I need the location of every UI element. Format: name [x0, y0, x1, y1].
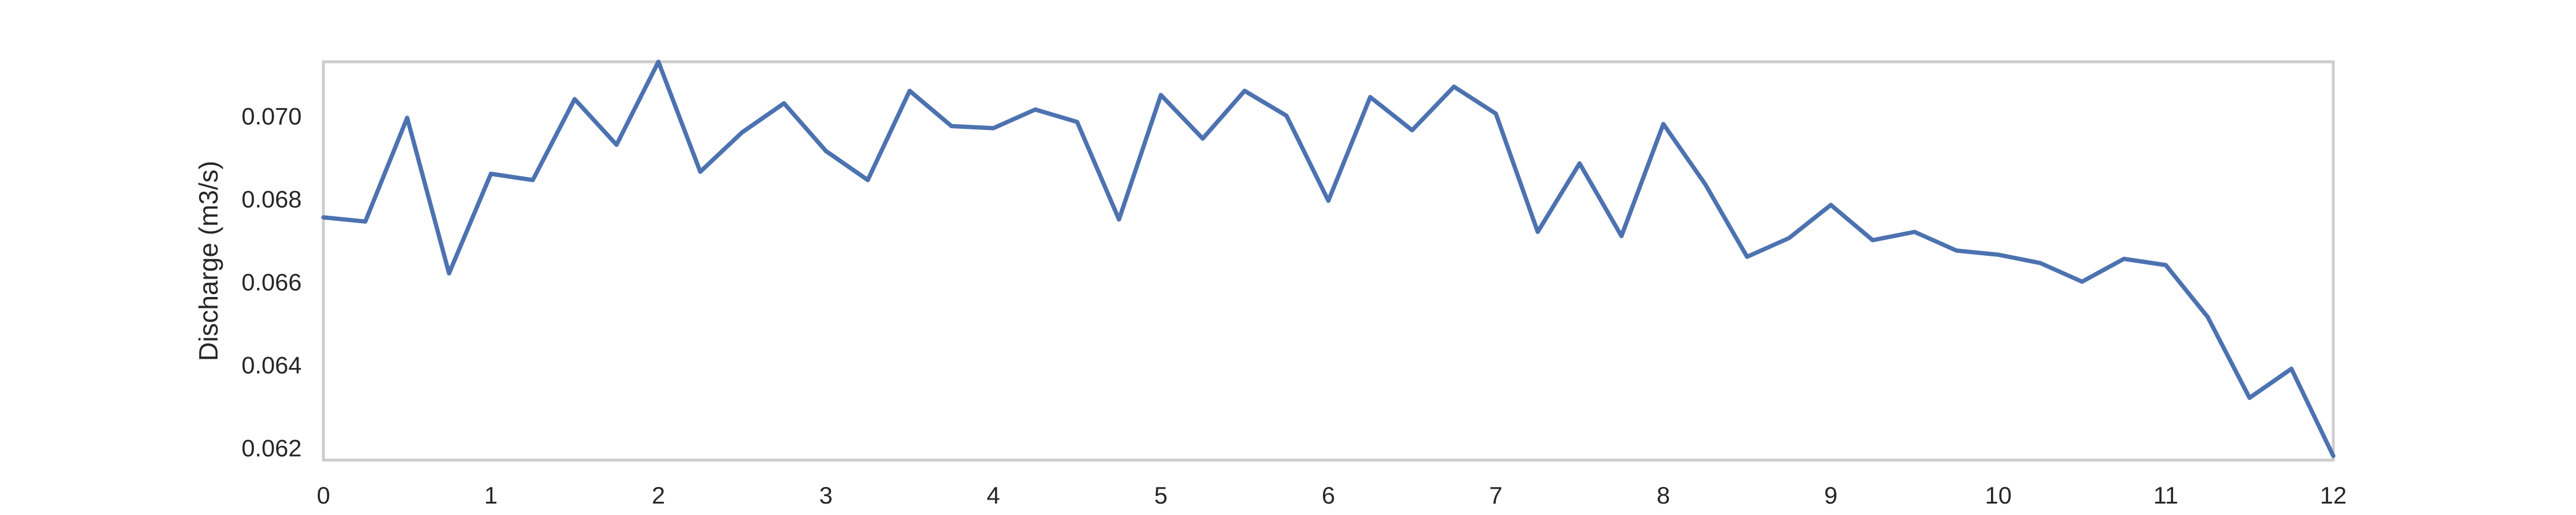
x-tick-label: 10: [1985, 482, 2012, 509]
y-tick-label: 0.066: [242, 268, 302, 295]
x-tick-label: 5: [1154, 482, 1167, 509]
x-tick-label: 8: [1657, 482, 1670, 509]
x-tick-label: 1: [484, 482, 497, 509]
x-tick-label: 0: [317, 482, 330, 509]
x-tick-label: 12: [2320, 482, 2347, 509]
y-tick-label: 0.064: [242, 351, 302, 378]
x-tick-label: 6: [1322, 482, 1335, 509]
x-tick-label: 4: [987, 482, 1000, 509]
x-tick-label: 9: [1824, 482, 1838, 509]
series-layer: [321, 60, 2336, 458]
x-tick-label: 11: [2154, 482, 2179, 509]
x-tick-label: 7: [1489, 482, 1502, 509]
plot-frame: [322, 60, 2335, 462]
y-tick-label: 0.070: [242, 102, 302, 129]
y-tick-label: 0.062: [242, 434, 302, 461]
y-axis-label: Discharge (m3/s): [193, 161, 223, 361]
y-tick-label: 0.068: [242, 185, 302, 212]
x-axis-ticks: 0 1 2 3 4 5 6 7 8 9 10 11 12: [317, 482, 2346, 509]
x-tick-label: 2: [651, 482, 665, 509]
series-line: [321, 60, 2336, 458]
y-axis-ticks: 0.062 0.064 0.066 0.068 0.070: [242, 102, 302, 461]
x-tick-label: 3: [819, 482, 832, 509]
